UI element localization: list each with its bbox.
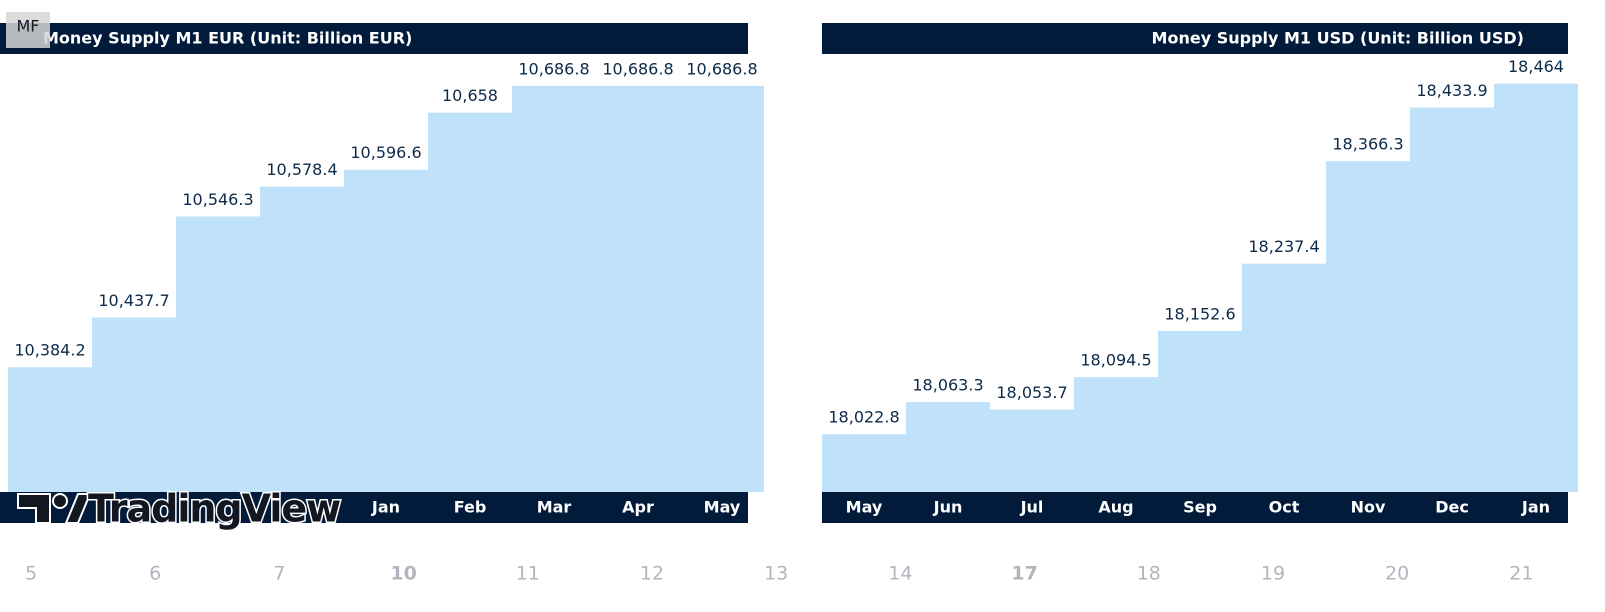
bar: [428, 112, 512, 493]
time-label: 7: [273, 563, 285, 585]
value-label: 18,053.7: [996, 383, 1067, 402]
time-label: 19: [1261, 563, 1285, 585]
badge-bg: [6, 12, 50, 48]
value-label: 10,686.8: [686, 59, 757, 78]
bar: [92, 317, 176, 492]
value-label: 10,658: [442, 86, 498, 105]
value-label: 18,433.9: [1416, 81, 1487, 100]
bar: [1410, 107, 1494, 492]
x-tick-label: Oct: [1269, 498, 1300, 517]
value-label: 10,686.8: [518, 59, 589, 78]
x-tick-label: Apr: [622, 498, 654, 517]
x-tick-label: Nov: [1351, 498, 1386, 517]
chart: 18,022.8 18,063.3 18,053.7 18,094.5 18,152.6…: [822, 23, 1578, 523]
value-label: 18,152.6: [1164, 305, 1235, 324]
bar: [990, 409, 1074, 492]
value-label: 18,063.3: [912, 375, 983, 394]
logo-slash: [64, 493, 92, 524]
symbol-badge[interactable]: MF: [6, 12, 50, 48]
value-label: 18,464: [1508, 57, 1564, 76]
bar: [1074, 377, 1158, 492]
x-tick-label: Jul: [1020, 498, 1044, 517]
x-tick-label: Mar: [537, 498, 572, 517]
header-bar: [822, 23, 1568, 54]
logo-glyph: [17, 493, 51, 524]
value-label: 18,094.5: [1080, 351, 1151, 370]
value-label: 10,686.8: [602, 59, 673, 78]
header-bar: [0, 23, 748, 54]
x-tick-label: Jan: [1521, 498, 1550, 517]
time-label: 17: [1011, 563, 1037, 585]
bar: [1242, 263, 1326, 492]
bar: [512, 85, 596, 493]
time-label: 20: [1385, 563, 1409, 585]
value-label: 10,384.2: [14, 341, 85, 360]
value-label: 10,596.6: [350, 143, 421, 162]
bar: [1158, 331, 1242, 492]
bar: [596, 85, 680, 493]
time-label: 5: [25, 563, 37, 585]
bar: [176, 216, 260, 493]
time-label: 11: [516, 563, 540, 585]
time-label: 10: [390, 563, 416, 585]
time-label: 6: [149, 563, 161, 585]
value-label: 10,578.4: [266, 160, 337, 179]
symbol: MF: [16, 17, 39, 36]
bar: [1494, 83, 1578, 492]
chart-title: Money Supply M1 EUR (Unit: Billion EUR): [43, 29, 412, 48]
bar: [680, 85, 764, 493]
time-label: 12: [640, 563, 664, 585]
chart: 10,384.2 10,437.7 10,546.3 10,578.4 10,596.6…: [0, 23, 764, 523]
time-label: 14: [888, 563, 912, 585]
bar: [344, 169, 428, 492]
bar: [8, 367, 92, 492]
time-label: 18: [1137, 563, 1161, 585]
charts: 10,384.2 10,437.7 10,546.3 10,578.4 10,596.6…: [0, 23, 1578, 523]
value-label: 18,366.3: [1332, 135, 1403, 154]
bar: [1326, 161, 1410, 493]
x-tick-label: Aug: [1098, 498, 1133, 517]
time-axis: 5 6 7 10 11 12 13 14 17 18 19 20 21: [25, 563, 1534, 585]
logo-text: TradingView: [88, 487, 340, 531]
bar: [260, 186, 344, 492]
value-label: 18,022.8: [828, 408, 899, 427]
x-tick-label: Feb: [454, 498, 487, 517]
x-axis-bar: [0, 492, 748, 523]
value-label: 10,546.3: [182, 190, 253, 209]
x-tick-label: Jan: [371, 498, 400, 517]
x-tick-label: Sep: [1183, 498, 1217, 517]
x-tick-label: May: [704, 498, 741, 517]
value-label: 18,237.4: [1248, 237, 1319, 256]
x-tick-label: May: [846, 498, 883, 517]
x-tick-label: Dec: [1435, 498, 1469, 517]
bar: [906, 401, 990, 492]
logo-dot: [52, 493, 68, 509]
x-axis-bar: [822, 492, 1568, 523]
x-tick-label: Jun: [933, 498, 963, 517]
time-label: 13: [764, 563, 788, 585]
bar: [822, 434, 906, 492]
time-label: 21: [1509, 563, 1533, 585]
value-label: 10,437.7: [98, 291, 169, 310]
tradingview-logo[interactable]: TradingView: [17, 485, 343, 532]
chart-title: Money Supply M1 USD (Unit: Billion USD): [1152, 29, 1524, 48]
